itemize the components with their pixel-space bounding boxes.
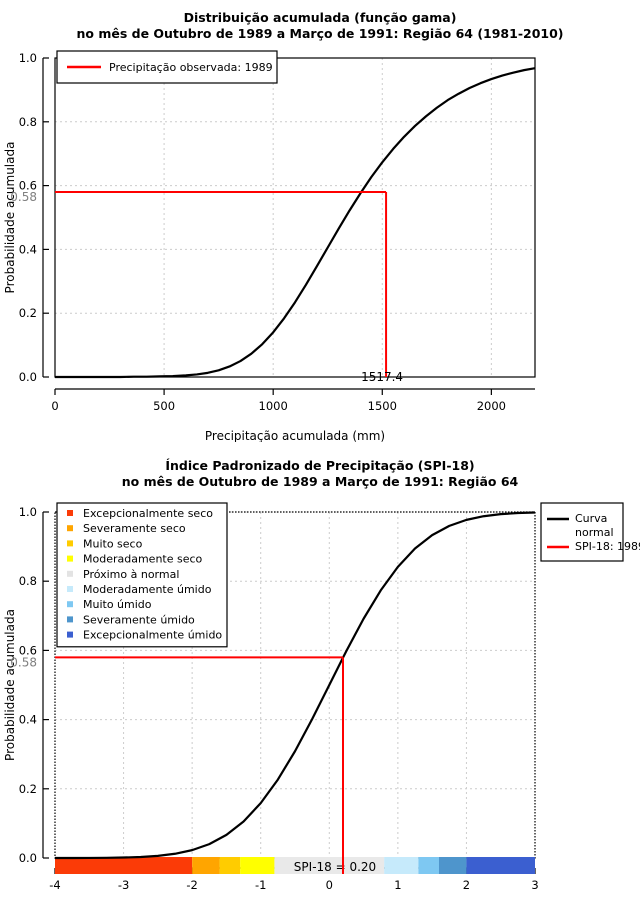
chart2-ytick-label: 0.4	[19, 713, 37, 727]
category-color-swatch	[67, 510, 73, 516]
chart1-ytick-label: 0.2	[19, 306, 37, 320]
chart1-yaxis-title: Probabilidade acumulada	[3, 142, 17, 294]
category-legend-label: Próximo à normal	[83, 568, 179, 581]
chart1-marker-x-label: 1517.4	[361, 370, 403, 384]
chart1-xtick-label: 1500	[368, 399, 397, 413]
colorbar-segment	[384, 857, 419, 874]
category-legend-label: Muito seco	[83, 537, 143, 550]
chart2-ytick-label: 0.8	[19, 574, 37, 588]
category-legend-label: Severamente úmido	[83, 613, 195, 626]
chart1-title-line2: no mês de Outubro de 1989 a Março de 199…	[76, 26, 564, 41]
chart2-xtick-label: -3	[118, 878, 129, 892]
chart2-spi-marker	[55, 656, 344, 874]
category-color-swatch	[67, 540, 73, 547]
chart2-title: Índice Padronizado de Precipitação (SPI-…	[0, 450, 640, 490]
category-legend-label: Muito úmido	[83, 598, 152, 611]
chart2-xtick-label: 1	[394, 878, 401, 892]
chart1-title-line1: Distribuição acumulada (função gama)	[183, 10, 457, 25]
chart1-xtick-label: 500	[153, 399, 175, 413]
colorbar-segment	[55, 857, 193, 874]
series-legend-label-1b: normal	[575, 526, 614, 539]
colorbar-segment	[240, 857, 275, 874]
chart1-xtick-label: 1000	[259, 399, 288, 413]
chart1-ytick-label: 0.6	[19, 179, 37, 193]
chart1-legend[interactable]: Precipitação observada: 1989	[56, 50, 278, 84]
category-color-swatch	[67, 570, 73, 577]
category-legend-label: Severamente seco	[83, 522, 186, 535]
chart-cumulative-gamma: Distribuição acumulada (função gama) no …	[0, 0, 640, 442]
chart1-legend-label: Precipitação observada: 1989	[109, 61, 273, 74]
chart2-xtick-label: 3	[531, 878, 538, 892]
chart1-xaxis-title: Precipitação acumulada (mm)	[205, 429, 385, 442]
chart1-ytick-label: 0.8	[19, 115, 37, 129]
category-color-swatch	[67, 525, 73, 532]
chart2-xtick-label: -4	[49, 878, 60, 892]
chart2-yaxis-title: Probabilidade acumulada	[3, 609, 17, 761]
category-color-swatch	[67, 616, 73, 623]
chart1-axes: 0 500 1000 1500 2000 0.0 0.2 0.4 0.6 0.8 1.0	[19, 51, 535, 413]
chart2-ytick-label: 0.0	[19, 851, 37, 865]
chart2-marker-y-label: 0.58	[10, 655, 37, 669]
chart1-marker-y-label: 0.58	[10, 190, 37, 204]
category-legend-label: Moderadamente seco	[83, 553, 203, 566]
chart1-ytick-label: 0.4	[19, 242, 37, 256]
chart2-curve	[54, 511, 536, 860]
chart1-xtick-label: 2000	[477, 399, 506, 413]
chart2-ytick-label: 1.0	[19, 505, 37, 519]
chart1-xtick-label: 0	[51, 399, 58, 413]
chart1-title: Distribuição acumulada (função gama) no …	[0, 0, 640, 42]
spi-category-legend[interactable]: Excepcionalmente seco Severamente seco Mui…	[56, 502, 228, 648]
chart1-canvas: 0 500 1000 1500 2000 0.0 0.2 0.4 0.6 0.8 1.0 Precip…	[3, 50, 536, 442]
chart2-xtick-label: 2	[463, 878, 470, 892]
colorbar-value-label: SPI-18 = 0.20	[294, 860, 376, 874]
category-color-swatch	[67, 555, 73, 562]
category-color-swatch	[67, 586, 73, 592]
spi-colorbar: SPI-18 = 0.20	[55, 857, 535, 874]
chart2-canvas: -4-3-2-101230.00.20.40.60.81.0SPIProbabi…	[3, 502, 640, 892]
colorbar-segment	[466, 857, 535, 874]
chart2-xtick-label: -1	[255, 878, 266, 892]
chart2-ytick-label: 0.2	[19, 782, 37, 796]
chart2-xtick-label: -2	[186, 878, 197, 892]
chart1-ytick-label: 0.0	[19, 370, 37, 384]
chart1-observation-marker	[55, 190, 388, 377]
category-legend-label: Excepcionalmente úmido	[83, 629, 222, 642]
colorbar-segment	[219, 857, 241, 874]
series-legend-label-2: SPI-18: 1989	[575, 540, 640, 553]
chart1-panel-border	[54, 57, 536, 378]
chart2-title-line2: no mês de Outubro de 1989 a Março de 199…	[121, 474, 519, 489]
colorbar-segment	[274, 857, 385, 874]
chart2-xtick-label: 0	[326, 878, 333, 892]
chart1-ytick-label: 1.0	[19, 51, 37, 65]
chart2-title-line1: Índice Padronizado de Precipitação (SPI-…	[165, 458, 475, 473]
chart2-ytick-label: 0.6	[19, 643, 37, 657]
category-legend-label: Excepcionalmente seco	[83, 507, 213, 520]
colorbar-segment	[418, 857, 439, 874]
colorbar-segment	[439, 857, 467, 874]
chart1-gridlines	[55, 57, 535, 378]
category-legend-label: Moderadamente úmido	[83, 583, 212, 596]
category-color-swatch	[67, 601, 73, 608]
chart-spi-normal: Índice Padronizado de Precipitação (SPI-…	[0, 450, 640, 900]
colorbar-segment	[192, 857, 220, 874]
chart1-curve	[55, 67, 536, 379]
category-color-swatch	[67, 631, 73, 638]
series-legend-label-1a: Curva	[575, 512, 607, 525]
